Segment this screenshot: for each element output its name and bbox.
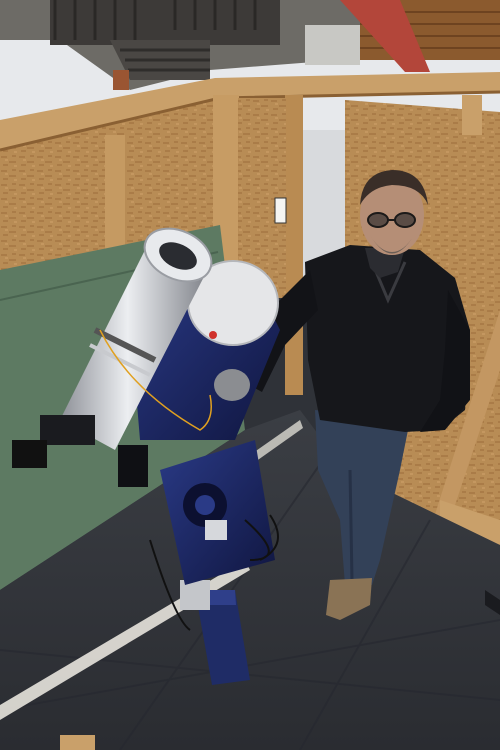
jeans [315, 410, 410, 585]
flower-pot [113, 70, 129, 90]
glasses [367, 212, 416, 228]
pier [180, 580, 250, 685]
electrical-outlet [274, 197, 287, 224]
stairs [110, 40, 210, 80]
equatorial-mount [149, 440, 279, 631]
jacket [305, 245, 470, 432]
roof-beam [340, 0, 430, 72]
focuser [12, 415, 148, 487]
head [360, 175, 424, 255]
telescope-assembly [12, 227, 280, 685]
hair [360, 170, 428, 205]
deck [50, 0, 280, 45]
refractor-tube [12, 227, 213, 487]
ac-unit [305, 25, 360, 65]
beard [370, 235, 414, 254]
shoe [326, 578, 372, 620]
